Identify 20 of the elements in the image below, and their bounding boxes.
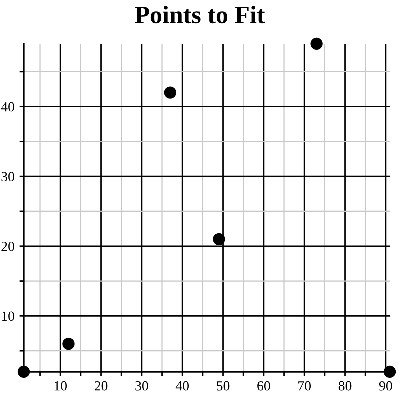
x-tick-label: 90: [379, 381, 392, 391]
chart-title: Points to Fit: [135, 6, 266, 24]
x-tick-label: 40: [176, 381, 190, 391]
point: [310, 38, 323, 50]
point: [62, 338, 75, 350]
point: [18, 366, 30, 378]
x-tick-label: 70: [298, 381, 312, 391]
y-tick-label: 40: [1, 102, 14, 112]
x-tick-label: 30: [136, 381, 148, 391]
x-tick-label: 20: [94, 381, 108, 391]
y-tick-label: 10: [2, 312, 14, 322]
x-tick-label: 10: [54, 381, 68, 391]
y-tick-label: 30: [2, 172, 14, 182]
x-tick-label: 50: [217, 381, 230, 391]
x-tick-label: 80: [338, 381, 352, 391]
x-tick-label: 60: [258, 381, 270, 391]
point: [213, 233, 226, 246]
point: [164, 86, 176, 99]
y-tick-label: 20: [2, 242, 14, 252]
point: [384, 366, 396, 378]
